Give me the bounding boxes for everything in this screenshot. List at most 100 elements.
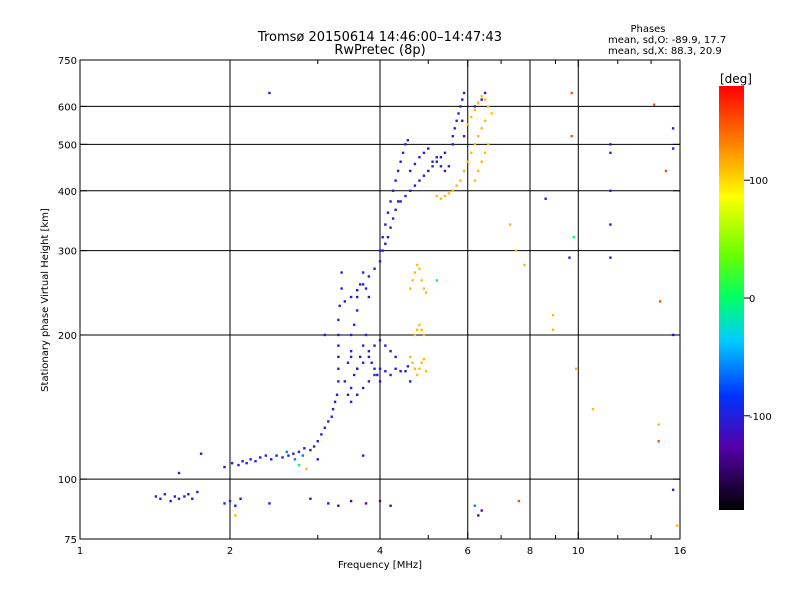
data-point [349, 295, 353, 299]
data-point [427, 147, 430, 150]
data-point [254, 460, 257, 463]
data-point [343, 380, 347, 383]
x-tick-label: 4 [377, 546, 383, 557]
y-axis-ticks: 750 600 500 400 300 200 100 75 [58, 56, 680, 546]
data-point [389, 349, 392, 353]
x-tick-label: 6 [465, 546, 471, 557]
data-point [367, 355, 371, 359]
data-point [349, 400, 353, 404]
data-point [386, 211, 390, 214]
data-point [609, 223, 612, 226]
data-point [459, 179, 462, 182]
data-point [461, 98, 464, 101]
data-point [451, 134, 455, 138]
data-point [381, 235, 384, 239]
data-point [346, 361, 350, 364]
data-point [422, 174, 426, 177]
chart-subtitle: RwPretec (8p) [334, 43, 425, 58]
data-point [330, 415, 333, 418]
data-point [483, 91, 487, 95]
data-point [404, 370, 407, 373]
data-point [480, 98, 483, 101]
data-point [490, 112, 493, 115]
data-point [439, 165, 443, 168]
data-point [657, 440, 660, 443]
data-point [159, 497, 162, 500]
data-point [384, 223, 387, 226]
data-point [337, 355, 340, 359]
data-point [459, 105, 462, 108]
data-point [358, 355, 362, 359]
data-point [551, 328, 555, 332]
data-point [473, 105, 477, 108]
data-point [337, 367, 340, 370]
data-point [399, 200, 402, 203]
data-point [337, 504, 340, 507]
data-point [320, 433, 323, 436]
data-point [415, 328, 419, 332]
data-point [427, 169, 430, 173]
data-point [389, 373, 392, 377]
x-tick-label: 1 [77, 546, 83, 557]
data-point [381, 249, 384, 252]
data-point [234, 514, 237, 517]
data-point [223, 465, 226, 469]
data-point [435, 194, 438, 198]
data-point [355, 289, 359, 292]
data-point [361, 344, 365, 347]
data-point [237, 463, 240, 467]
data-point [367, 349, 371, 353]
data-point [268, 91, 271, 95]
data-point [652, 103, 656, 106]
data-point [480, 509, 483, 512]
data-point [337, 318, 340, 322]
phases-x-stats: mean, sd,X: 88.3, 20.9 [608, 46, 722, 57]
data-point [443, 151, 447, 155]
data-point [367, 380, 371, 383]
data-point [477, 134, 480, 138]
data-point [270, 458, 273, 461]
y-tick-label: 400 [58, 187, 77, 198]
grid-lines [80, 60, 680, 539]
data-point [358, 283, 362, 286]
data-point [415, 263, 419, 267]
data-point [477, 169, 480, 173]
data-point [343, 300, 347, 303]
y-axis-label: Stationary phase Virtual Height [km] [40, 208, 51, 392]
data-point [297, 463, 301, 467]
data-point [370, 361, 373, 364]
x-tick-label: 8 [527, 546, 533, 557]
data-point [418, 156, 421, 159]
data-point [333, 400, 337, 404]
data-point [443, 194, 447, 198]
data-point [303, 447, 306, 450]
data-point [473, 108, 477, 112]
data-point [399, 160, 402, 163]
data-point [404, 143, 407, 146]
data-point [187, 493, 190, 496]
data-point [335, 393, 339, 397]
data-point [431, 165, 434, 168]
data-point [544, 197, 547, 200]
data-point [349, 386, 353, 390]
data-point [462, 169, 466, 173]
data-point [367, 275, 371, 278]
data-point [517, 499, 521, 503]
data-point [361, 271, 365, 274]
data-point [355, 309, 359, 312]
data-point [292, 452, 295, 455]
data-point [411, 361, 414, 364]
data-point [337, 380, 340, 383]
data-point [664, 169, 668, 173]
data-point [470, 115, 473, 119]
data-point [413, 271, 417, 274]
x-tick-label: 16 [674, 546, 687, 557]
data-point [301, 454, 305, 457]
y-tick-label: 100 [58, 475, 77, 486]
data-point [384, 242, 387, 245]
colorbar-tick-label: 100 [749, 176, 768, 187]
data-point [259, 456, 262, 459]
data-point [418, 367, 421, 370]
data-point [337, 333, 340, 337]
data-point [361, 454, 365, 457]
